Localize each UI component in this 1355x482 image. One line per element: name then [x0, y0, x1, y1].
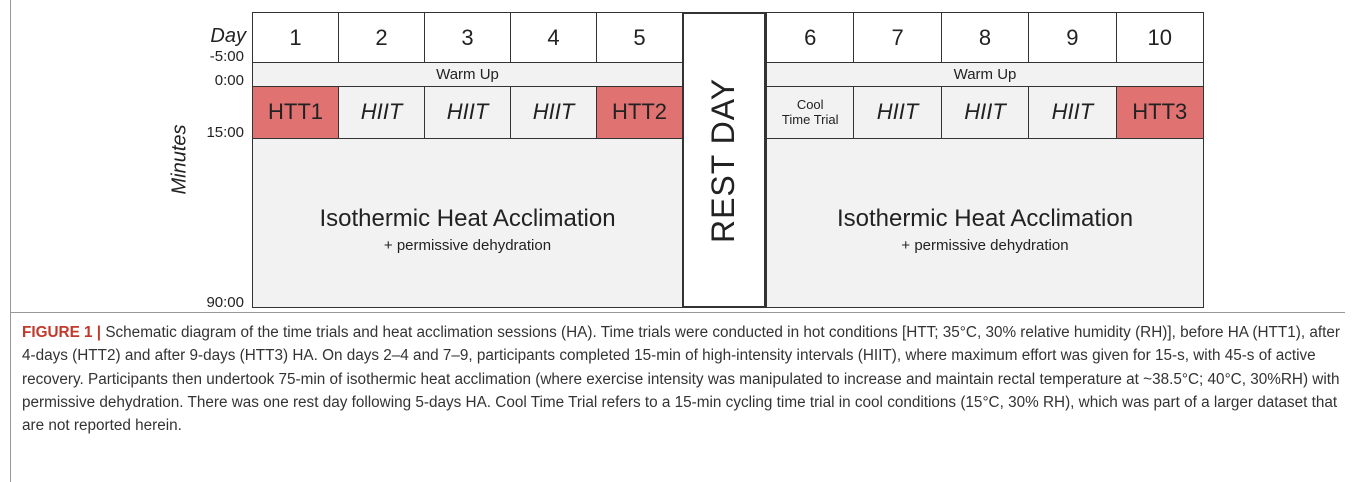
session-cell: HIIT [424, 86, 511, 139]
frame-rule [10, 312, 1345, 313]
session-cell: HIIT [940, 86, 1030, 139]
session-cell: HIIT [853, 86, 942, 139]
axis-title: Minutes [168, 124, 191, 195]
session-label: HIIT [964, 99, 1006, 125]
session-label: HTT2 [612, 99, 667, 125]
session-cell: HIIT [338, 86, 425, 139]
day-cell: 3 [424, 12, 511, 63]
day-cell: 1 [252, 12, 339, 63]
heat-subtitle: + permissive dehydration [901, 236, 1069, 254]
warm-up: Warm Up [252, 62, 683, 87]
rest-day-label: REST DAY [705, 77, 742, 243]
session-label: HTT1 [268, 99, 323, 125]
y-tick-label: 0:00 [214, 72, 244, 89]
session-cell: HTT2 [596, 86, 683, 139]
session-label: HTT3 [1132, 99, 1188, 125]
session-cell: HTT1 [252, 86, 339, 139]
heat-title: Isothermic Heat Acclimation [836, 204, 1134, 232]
session-label: HIIT [360, 99, 403, 125]
session-cell: Cool Time Trial [766, 86, 855, 139]
y-tick-label: -5:00 [209, 48, 244, 65]
session-label: HIIT [876, 99, 919, 125]
heat-subtitle: + permissive dehydration [383, 236, 552, 254]
session-label: HIIT [446, 99, 489, 125]
heat-title: Isothermic Heat Acclimation [319, 204, 616, 232]
heat-block: Isothermic Heat Acclimation + permissive … [252, 138, 683, 308]
warm-up: Warm Up [766, 62, 1204, 87]
frame-left [10, 0, 11, 482]
heat-block: Isothermic Heat Acclimation + permissive … [766, 138, 1204, 308]
session-cell: HIIT [510, 86, 597, 139]
caption-label: FIGURE 1 | [22, 324, 102, 341]
session-cell: HTT3 [1115, 86, 1204, 139]
day-cell: 2 [338, 12, 425, 63]
day-cell: 5 [596, 12, 683, 63]
day-cell: 4 [510, 12, 597, 63]
day-cell: 9 [1028, 12, 1117, 63]
session-label: HIIT [1051, 99, 1094, 125]
caption-text: Schematic diagram of the time trials and… [22, 324, 1340, 435]
session-label: HIIT [532, 99, 575, 125]
rest-day: REST DAY [682, 12, 766, 308]
caption: FIGURE 1 | Schematic diagram of the time… [22, 321, 1340, 437]
day-label: Day [210, 25, 246, 47]
session-cell: HIIT [1028, 86, 1117, 139]
day-cell: 8 [940, 12, 1030, 63]
day-cell: 7 [853, 12, 942, 63]
session-label: Time Trial [781, 111, 839, 127]
day-cell: 10 [1115, 12, 1204, 63]
day-cell: 6 [766, 12, 855, 63]
y-tick-label: 90:00 [206, 294, 244, 311]
y-tick-label: 15:00 [206, 124, 244, 141]
session-label: Cool [796, 97, 824, 113]
